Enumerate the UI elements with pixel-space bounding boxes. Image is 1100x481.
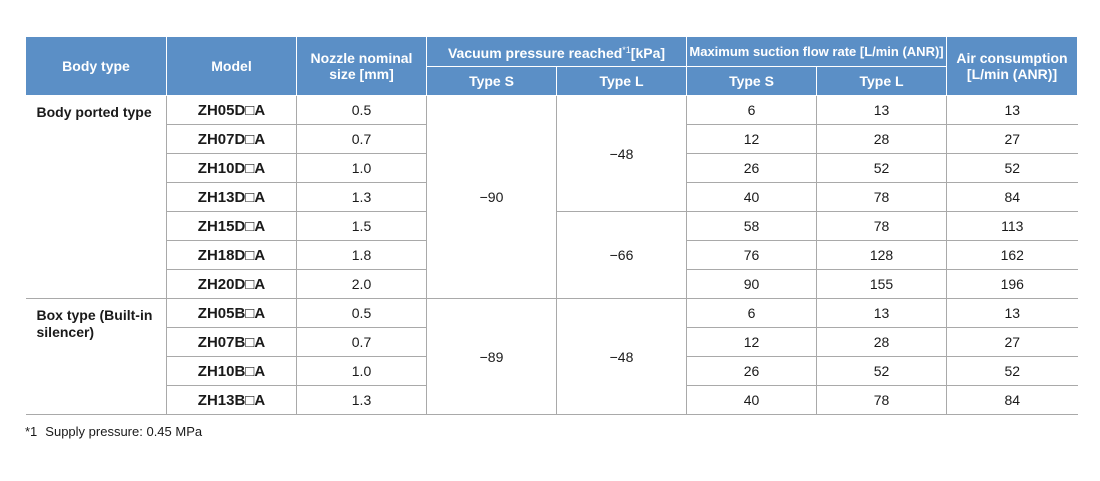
- flow-l-cell: 78: [815, 182, 947, 212]
- vacuum-s-cell: −89: [426, 298, 557, 415]
- flow-s-cell: 6: [686, 298, 817, 328]
- flow-s-cell: 76: [686, 240, 817, 270]
- header-row-1: Body type Model Nozzle nominal size [mm]…: [25, 36, 1079, 96]
- footnote-mark: *1: [25, 424, 38, 439]
- table-row: Box type (Built-in silencer) ZH05B□A 0.5…: [25, 298, 1078, 415]
- flow-s-cell: 40: [686, 385, 817, 415]
- header-row-2: Type S Type L Type S Type L: [26, 66, 1078, 96]
- nozzle-cell: 0.7: [296, 327, 427, 357]
- flow-s-cell: 12: [686, 124, 817, 154]
- model-cell: ZH15D□A: [166, 211, 297, 241]
- model-cell: ZH05D□A: [166, 95, 297, 125]
- table-row: ZH15D□A 1.5 −66 58 78 113: [26, 211, 1078, 299]
- header-flow-type-s: Type S: [686, 66, 817, 96]
- flow-s-cell: 26: [686, 153, 817, 183]
- header-nozzle-label: Nozzle nominal size [mm]: [310, 50, 413, 82]
- header-vacuum-type-s: Type S: [426, 66, 557, 96]
- header-flow: Maximum suction flow rate [L/min (ANR)]: [685, 36, 948, 67]
- header-vacuum-type-l: Type L: [556, 66, 687, 96]
- model-cell: ZH10B□A: [166, 356, 297, 386]
- footnote: *1 Supply pressure: 0.45 MPa: [25, 424, 202, 439]
- flow-l-cell: 28: [815, 327, 947, 357]
- vacuum-l-cell: −48: [556, 95, 687, 212]
- table-row: ZH20D□A 2.0 90 155 196: [26, 269, 1078, 299]
- table-row: Body ported type ZH05D□A 0.5 −90 −48 6 1…: [25, 95, 1078, 299]
- model-cell: ZH13D□A: [166, 182, 297, 212]
- header-vacuum-title: Vacuum pressure reached: [447, 45, 623, 61]
- spec-table: Body type Model Nozzle nominal size [mm]…: [25, 36, 1079, 415]
- air-cell: 84: [946, 182, 1078, 212]
- vacuum-s-cell: −90: [426, 95, 557, 299]
- model-cell: ZH10D□A: [166, 153, 297, 183]
- nozzle-cell: 1.3: [296, 182, 427, 212]
- air-cell: 196: [946, 269, 1078, 299]
- table-row: ZH13D□A 1.3 40 78 84: [26, 182, 1078, 212]
- flow-l-cell: 52: [815, 153, 947, 183]
- vacuum-l-cell: −48: [556, 298, 687, 415]
- header-air: Air consumption [L/min (ANR)]: [946, 36, 1079, 96]
- footnote-text: Supply pressure: 0.45 MPa: [45, 424, 203, 439]
- flow-s-cell: 40: [686, 182, 817, 212]
- flow-l-cell: 28: [815, 124, 947, 154]
- body-type-cell: Body ported type: [25, 95, 167, 299]
- group-body-ported: Body ported type ZH05D□A 0.5 −90 −48 6 1…: [25, 95, 1078, 299]
- model-cell: ZH13B□A: [166, 385, 297, 415]
- flow-l-cell: 78: [815, 211, 947, 241]
- header-nozzle: Nozzle nominal size [mm]: [296, 36, 427, 96]
- air-cell: 52: [946, 356, 1078, 386]
- nozzle-cell: 1.0: [296, 356, 427, 386]
- table-row: ZH18D□A 1.8 76 128 162: [26, 240, 1078, 270]
- vacuum-l-cell: −66: [556, 211, 687, 299]
- flow-s-cell: 90: [686, 269, 817, 299]
- air-cell: 52: [946, 153, 1078, 183]
- flow-s-cell: 12: [686, 327, 817, 357]
- model-cell: ZH07B□A: [166, 327, 297, 357]
- nozzle-cell: 1.3: [296, 385, 427, 415]
- header-model: Model: [166, 36, 297, 96]
- flow-l-cell: 13: [815, 95, 947, 125]
- flow-l-cell: 155: [815, 269, 947, 299]
- model-cell: ZH05B□A: [166, 298, 297, 328]
- nozzle-cell: 1.5: [296, 211, 427, 241]
- header-body-type: Body type: [25, 36, 167, 96]
- nozzle-cell: 0.7: [296, 124, 427, 154]
- air-cell: 162: [946, 240, 1078, 270]
- flow-l-cell: 78: [815, 385, 947, 415]
- header-vacuum: Vacuum pressure reached*1[kPa]: [426, 36, 687, 67]
- table-row: ZH10D□A 1.0 26 52 52: [26, 153, 1078, 183]
- model-cell: ZH20D□A: [166, 269, 297, 299]
- air-cell: 113: [946, 211, 1078, 241]
- header-vacuum-footnote-ref: *1: [622, 45, 631, 55]
- nozzle-cell: 1.0: [296, 153, 427, 183]
- flow-l-cell: 128: [815, 240, 947, 270]
- air-cell: 13: [946, 95, 1078, 125]
- body-type-cell: Box type (Built-in silencer): [25, 298, 167, 415]
- table-row: ZH07B□A 0.7 12 28 27: [26, 327, 1078, 357]
- nozzle-cell: 0.5: [296, 298, 427, 328]
- header-flow-type-l: Type L: [815, 66, 948, 96]
- header-vacuum-unit: [kPa]: [630, 45, 666, 61]
- group-box-type: Box type (Built-in silencer) ZH05B□A 0.5…: [25, 298, 1078, 415]
- air-cell: 27: [946, 124, 1078, 154]
- flow-s-cell: 58: [686, 211, 817, 241]
- air-cell: 84: [946, 385, 1078, 415]
- model-cell: ZH07D□A: [166, 124, 297, 154]
- nozzle-cell: 1.8: [296, 240, 427, 270]
- nozzle-cell: 0.5: [296, 95, 427, 125]
- air-cell: 27: [946, 327, 1078, 357]
- table-row: ZH10B□A 1.0 26 52 52: [26, 356, 1078, 386]
- nozzle-cell: 2.0: [296, 269, 427, 299]
- table-row: ZH13B□A 1.3 40 78 84: [26, 385, 1078, 415]
- model-cell: ZH18D□A: [166, 240, 297, 270]
- air-cell: 13: [946, 298, 1078, 328]
- flow-l-cell: 13: [815, 298, 947, 328]
- table-row: ZH07D□A 0.7 12 28 27: [26, 124, 1078, 154]
- flow-s-cell: 26: [686, 356, 817, 386]
- flow-s-cell: 6: [686, 95, 817, 125]
- flow-l-cell: 52: [815, 356, 947, 386]
